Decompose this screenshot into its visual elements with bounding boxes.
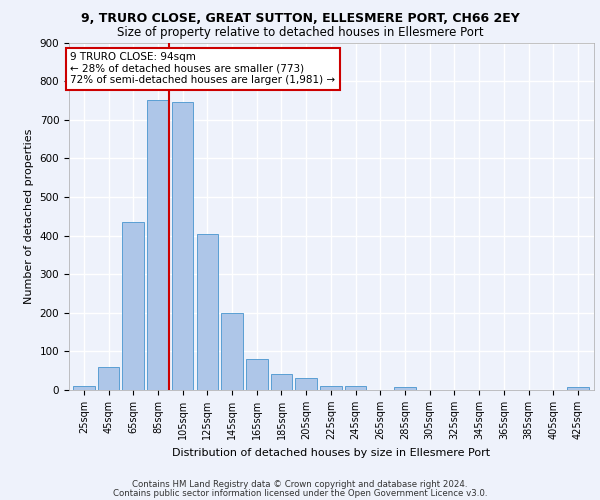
Bar <box>73 386 95 390</box>
Bar <box>122 222 144 390</box>
Bar <box>320 386 341 390</box>
Bar <box>197 234 218 390</box>
Bar <box>271 374 292 390</box>
Bar <box>246 359 268 390</box>
Bar <box>394 387 416 390</box>
Bar <box>221 313 243 390</box>
Bar <box>147 100 169 390</box>
Text: Contains public sector information licensed under the Open Government Licence v3: Contains public sector information licen… <box>113 489 487 498</box>
X-axis label: Distribution of detached houses by size in Ellesmere Port: Distribution of detached houses by size … <box>172 448 491 458</box>
Y-axis label: Number of detached properties: Number of detached properties <box>24 128 34 304</box>
Bar <box>98 367 119 390</box>
Text: Size of property relative to detached houses in Ellesmere Port: Size of property relative to detached ho… <box>116 26 484 39</box>
Bar <box>295 378 317 390</box>
Text: Contains HM Land Registry data © Crown copyright and database right 2024.: Contains HM Land Registry data © Crown c… <box>132 480 468 489</box>
Bar <box>172 102 193 390</box>
Bar <box>345 386 367 390</box>
Text: 9 TRURO CLOSE: 94sqm
← 28% of detached houses are smaller (773)
72% of semi-deta: 9 TRURO CLOSE: 94sqm ← 28% of detached h… <box>70 52 335 86</box>
Bar <box>567 387 589 390</box>
Text: 9, TRURO CLOSE, GREAT SUTTON, ELLESMERE PORT, CH66 2EY: 9, TRURO CLOSE, GREAT SUTTON, ELLESMERE … <box>80 12 520 26</box>
